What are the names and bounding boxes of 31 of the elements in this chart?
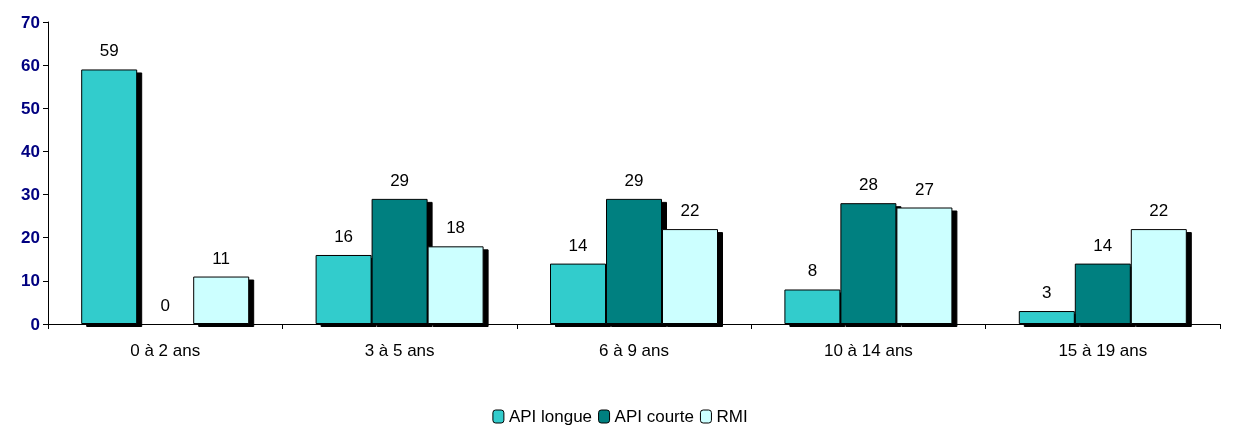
x-tick-label: 6 à 9 ans xyxy=(599,341,669,360)
legend-label: RMI xyxy=(716,407,748,426)
data-label: 22 xyxy=(1149,201,1169,221)
data-label: 16 xyxy=(334,226,354,246)
data-label: 28 xyxy=(858,175,878,195)
x-tick-label: 10 à 14 ans xyxy=(823,341,913,360)
y-tick-label: 20 xyxy=(21,228,40,248)
data-label: 29 xyxy=(390,170,410,190)
data-label: 18 xyxy=(446,218,466,238)
y-tick-label: 0 xyxy=(30,314,40,334)
data-label: 3 xyxy=(1042,283,1052,303)
x-tick-label: 3 à 5 ans xyxy=(364,341,435,360)
data-label: 22 xyxy=(680,201,700,221)
data-label: 14 xyxy=(568,235,588,255)
y-tick-label: 60 xyxy=(21,55,40,75)
data-label: 29 xyxy=(624,170,644,190)
y-tick-label: 50 xyxy=(21,98,40,118)
y-tick-label: 30 xyxy=(21,185,40,205)
legend-label: API courte xyxy=(614,407,694,426)
x-tick-label: 15 à 19 ans xyxy=(1058,341,1148,360)
data-label: 0 xyxy=(160,295,170,315)
data-label: 11 xyxy=(212,248,231,268)
data-label: 8 xyxy=(807,261,818,281)
data-label: 27 xyxy=(914,179,934,199)
y-tick-label: 10 xyxy=(21,271,40,291)
data-label: 59 xyxy=(99,41,119,61)
x-tick-label: 0 à 2 ans xyxy=(130,341,201,360)
data-label: 14 xyxy=(1093,235,1113,255)
legend-label: API longue xyxy=(508,407,593,426)
y-tick-label: 40 xyxy=(21,141,40,161)
y-tick-label: 70 xyxy=(21,12,40,32)
